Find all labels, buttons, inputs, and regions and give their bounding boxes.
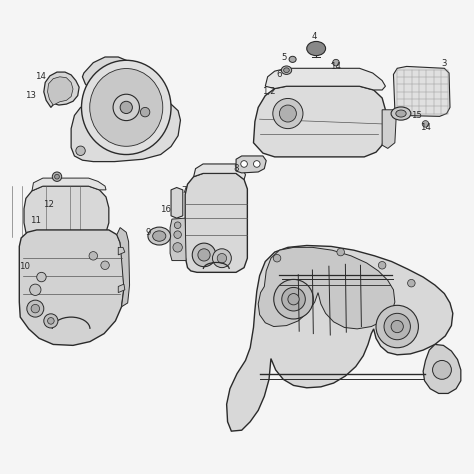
Polygon shape bbox=[236, 156, 266, 173]
Polygon shape bbox=[185, 173, 247, 273]
Circle shape bbox=[273, 255, 281, 262]
Circle shape bbox=[113, 94, 139, 120]
Polygon shape bbox=[19, 230, 124, 346]
Polygon shape bbox=[254, 86, 385, 157]
Ellipse shape bbox=[289, 56, 296, 63]
Ellipse shape bbox=[148, 227, 171, 245]
Circle shape bbox=[217, 254, 227, 263]
Circle shape bbox=[391, 320, 403, 333]
Circle shape bbox=[433, 360, 451, 379]
Text: 9: 9 bbox=[146, 228, 151, 237]
Circle shape bbox=[30, 284, 41, 295]
Text: 11: 11 bbox=[30, 216, 41, 225]
Circle shape bbox=[198, 249, 210, 261]
Ellipse shape bbox=[281, 66, 292, 74]
Circle shape bbox=[47, 318, 54, 324]
Ellipse shape bbox=[90, 69, 163, 146]
Polygon shape bbox=[393, 66, 450, 117]
Ellipse shape bbox=[82, 60, 171, 155]
Text: 1,2: 1,2 bbox=[262, 87, 276, 96]
Polygon shape bbox=[265, 68, 385, 90]
Circle shape bbox=[174, 222, 181, 228]
Circle shape bbox=[120, 101, 132, 114]
Polygon shape bbox=[82, 57, 142, 100]
Text: 14: 14 bbox=[420, 123, 431, 132]
Circle shape bbox=[333, 59, 339, 66]
Text: 12: 12 bbox=[43, 200, 54, 209]
Circle shape bbox=[376, 305, 419, 348]
Circle shape bbox=[288, 293, 299, 305]
Circle shape bbox=[44, 314, 58, 328]
Ellipse shape bbox=[153, 231, 166, 241]
Polygon shape bbox=[118, 284, 125, 292]
Polygon shape bbox=[118, 247, 125, 255]
Polygon shape bbox=[227, 246, 453, 431]
Text: 4: 4 bbox=[312, 32, 318, 41]
Circle shape bbox=[192, 243, 216, 267]
Text: 3: 3 bbox=[442, 59, 447, 68]
Polygon shape bbox=[194, 164, 246, 180]
Circle shape bbox=[279, 105, 296, 122]
Text: 14: 14 bbox=[330, 62, 341, 71]
Text: 8: 8 bbox=[233, 164, 239, 173]
Polygon shape bbox=[423, 345, 461, 393]
Polygon shape bbox=[117, 228, 129, 307]
Circle shape bbox=[52, 172, 62, 182]
Circle shape bbox=[76, 146, 85, 155]
Circle shape bbox=[173, 243, 182, 252]
Circle shape bbox=[241, 161, 247, 167]
Circle shape bbox=[273, 99, 303, 128]
Text: 7: 7 bbox=[182, 186, 187, 195]
Polygon shape bbox=[258, 247, 395, 329]
Circle shape bbox=[55, 174, 59, 179]
Text: 6: 6 bbox=[277, 70, 282, 79]
Polygon shape bbox=[382, 110, 396, 148]
Circle shape bbox=[36, 273, 46, 282]
Text: 10: 10 bbox=[19, 262, 30, 271]
Polygon shape bbox=[71, 104, 181, 162]
Circle shape bbox=[31, 304, 39, 313]
Polygon shape bbox=[171, 188, 183, 218]
Circle shape bbox=[384, 313, 410, 340]
Polygon shape bbox=[47, 77, 73, 105]
Circle shape bbox=[408, 279, 415, 287]
Text: 13: 13 bbox=[25, 91, 36, 100]
Text: 16: 16 bbox=[160, 205, 171, 214]
Ellipse shape bbox=[307, 41, 326, 55]
Circle shape bbox=[422, 120, 429, 127]
Text: 14: 14 bbox=[35, 72, 46, 81]
Circle shape bbox=[378, 262, 386, 269]
Circle shape bbox=[254, 161, 260, 167]
Circle shape bbox=[101, 261, 109, 270]
Polygon shape bbox=[170, 218, 186, 261]
Ellipse shape bbox=[391, 107, 411, 120]
Circle shape bbox=[282, 287, 305, 311]
Circle shape bbox=[140, 108, 150, 117]
Text: 5: 5 bbox=[282, 54, 287, 63]
Circle shape bbox=[212, 249, 231, 268]
Circle shape bbox=[274, 279, 313, 319]
Circle shape bbox=[89, 252, 98, 260]
Ellipse shape bbox=[283, 68, 289, 73]
Circle shape bbox=[337, 248, 345, 256]
Text: 15: 15 bbox=[410, 111, 421, 120]
Ellipse shape bbox=[396, 110, 406, 117]
Polygon shape bbox=[24, 186, 109, 241]
Circle shape bbox=[27, 300, 44, 317]
Polygon shape bbox=[32, 178, 106, 191]
Circle shape bbox=[174, 231, 182, 238]
Polygon shape bbox=[44, 72, 79, 108]
